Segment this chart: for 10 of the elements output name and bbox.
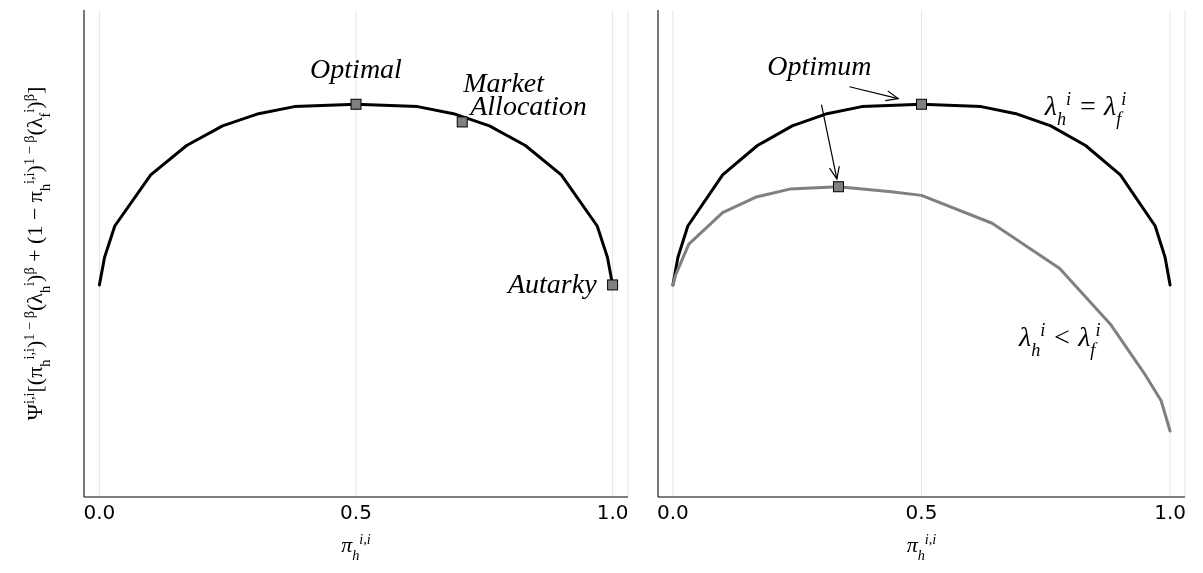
annotation: Optimal <box>310 53 403 85</box>
x-tick-label: 1.0 <box>596 500 629 525</box>
annotation: Market Allocation <box>462 66 587 121</box>
x-tick-label: 0.0 <box>657 500 689 525</box>
x-tick-label: 0.0 <box>83 500 116 525</box>
annotation: Autarky <box>505 267 598 299</box>
x-tick-label: 0.5 <box>905 500 938 525</box>
x-tick-label: 1.0 <box>1154 500 1186 525</box>
annotation: Optimum <box>767 49 872 81</box>
x-tick-label: 0.5 <box>340 500 372 525</box>
